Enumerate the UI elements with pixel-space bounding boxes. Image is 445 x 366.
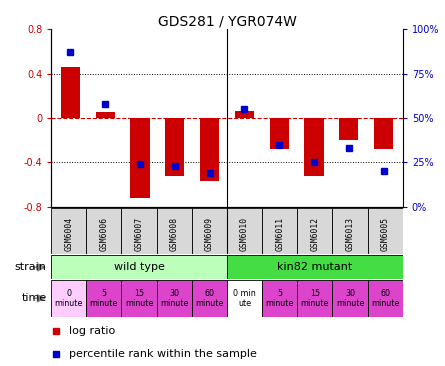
FancyBboxPatch shape xyxy=(121,280,157,317)
FancyBboxPatch shape xyxy=(227,255,403,279)
Text: GSM6010: GSM6010 xyxy=(240,217,249,251)
FancyBboxPatch shape xyxy=(332,208,368,254)
Title: GDS281 / YGR074W: GDS281 / YGR074W xyxy=(158,14,296,28)
Bar xyxy=(339,118,358,140)
FancyBboxPatch shape xyxy=(192,280,227,317)
Text: wild type: wild type xyxy=(113,262,165,272)
FancyBboxPatch shape xyxy=(297,280,332,317)
Text: 0 min
ute: 0 min ute xyxy=(233,288,256,308)
Text: GSM6006: GSM6006 xyxy=(99,217,109,251)
Bar xyxy=(235,111,254,118)
Text: GSM6012: GSM6012 xyxy=(310,217,320,251)
Text: log ratio: log ratio xyxy=(69,326,115,336)
FancyBboxPatch shape xyxy=(121,208,157,254)
Text: 5
minute: 5 minute xyxy=(90,288,118,308)
Text: 60
minute: 60 minute xyxy=(371,288,399,308)
Text: kin82 mutant: kin82 mutant xyxy=(277,262,352,272)
Text: 30
minute: 30 minute xyxy=(160,288,188,308)
Bar xyxy=(61,67,80,118)
FancyBboxPatch shape xyxy=(297,208,332,254)
Text: percentile rank within the sample: percentile rank within the sample xyxy=(69,349,257,359)
Text: GSM6004: GSM6004 xyxy=(64,217,73,251)
Text: 30
minute: 30 minute xyxy=(336,288,364,308)
Text: time: time xyxy=(21,293,47,303)
Text: GSM6008: GSM6008 xyxy=(170,217,179,251)
Text: 15
minute: 15 minute xyxy=(301,288,329,308)
Text: strain: strain xyxy=(15,262,47,272)
Text: GSM6013: GSM6013 xyxy=(345,217,355,251)
FancyBboxPatch shape xyxy=(192,208,227,254)
FancyBboxPatch shape xyxy=(227,208,262,254)
Bar xyxy=(200,118,219,181)
Text: 15
minute: 15 minute xyxy=(125,288,153,308)
Bar xyxy=(165,118,184,176)
Text: 0
minute: 0 minute xyxy=(55,288,83,308)
Bar xyxy=(270,118,289,149)
Bar xyxy=(304,118,324,176)
Text: GSM6007: GSM6007 xyxy=(134,217,144,251)
Text: GSM6005: GSM6005 xyxy=(380,217,390,251)
FancyBboxPatch shape xyxy=(262,280,297,317)
FancyBboxPatch shape xyxy=(157,280,192,317)
FancyBboxPatch shape xyxy=(157,208,192,254)
Text: 5
minute: 5 minute xyxy=(266,288,294,308)
Text: GSM6009: GSM6009 xyxy=(205,217,214,251)
FancyBboxPatch shape xyxy=(51,280,86,317)
FancyBboxPatch shape xyxy=(86,208,121,254)
Text: GSM6011: GSM6011 xyxy=(275,217,284,251)
FancyBboxPatch shape xyxy=(51,255,227,279)
FancyBboxPatch shape xyxy=(368,208,403,254)
Bar xyxy=(374,118,393,149)
Bar xyxy=(130,118,150,198)
FancyBboxPatch shape xyxy=(86,280,121,317)
FancyBboxPatch shape xyxy=(51,208,86,254)
FancyBboxPatch shape xyxy=(227,280,262,317)
FancyBboxPatch shape xyxy=(262,208,297,254)
FancyBboxPatch shape xyxy=(332,280,368,317)
FancyBboxPatch shape xyxy=(368,280,403,317)
Bar xyxy=(96,112,115,118)
Text: 60
minute: 60 minute xyxy=(195,288,223,308)
